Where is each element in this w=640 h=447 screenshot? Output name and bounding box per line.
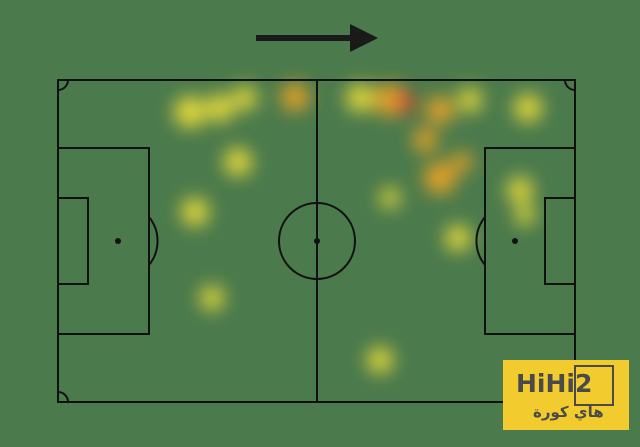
heat-blob	[515, 205, 535, 225]
heat-blob	[380, 188, 400, 208]
left-penalty-box	[57, 147, 150, 335]
right-penalty-arc	[475, 216, 486, 266]
heat-blob	[206, 94, 234, 122]
arrow-right-icon	[256, 24, 378, 52]
heat-blob	[507, 177, 533, 203]
logo-arabic-text: هاي كورة	[533, 403, 604, 421]
heat-blob	[395, 92, 415, 112]
hihi2-logo: HiHi2 هاي كورة	[503, 360, 629, 430]
heat-blob	[367, 347, 393, 373]
heat-layer	[174, 83, 542, 373]
right-goal-box	[544, 197, 576, 285]
heat-blob	[281, 83, 309, 111]
pitch-lines	[57, 79, 576, 403]
heat-blob	[181, 198, 209, 226]
heat-blob	[174, 96, 206, 128]
right-penalty-spot	[512, 238, 518, 244]
centre-circle	[278, 202, 356, 280]
heat-blob	[346, 84, 374, 112]
heat-blob	[445, 225, 471, 251]
heat-blob	[426, 96, 454, 124]
left-goal-box	[57, 197, 89, 285]
heat-blob	[200, 286, 224, 310]
right-penalty-box	[484, 147, 576, 335]
logo-box	[574, 365, 614, 406]
heat-blob	[452, 152, 472, 172]
left-penalty-arc	[148, 216, 159, 266]
centre-spot	[314, 238, 320, 244]
heat-blob	[514, 94, 542, 122]
heat-blob	[224, 148, 252, 176]
heat-blob	[413, 128, 437, 152]
left-penalty-spot	[115, 238, 121, 244]
logo-latin-text: HiHi2	[516, 369, 593, 398]
heat-blob	[424, 162, 456, 194]
heat-blob	[458, 88, 482, 112]
corner-arcs	[57, 79, 576, 403]
heat-blob	[233, 86, 257, 110]
